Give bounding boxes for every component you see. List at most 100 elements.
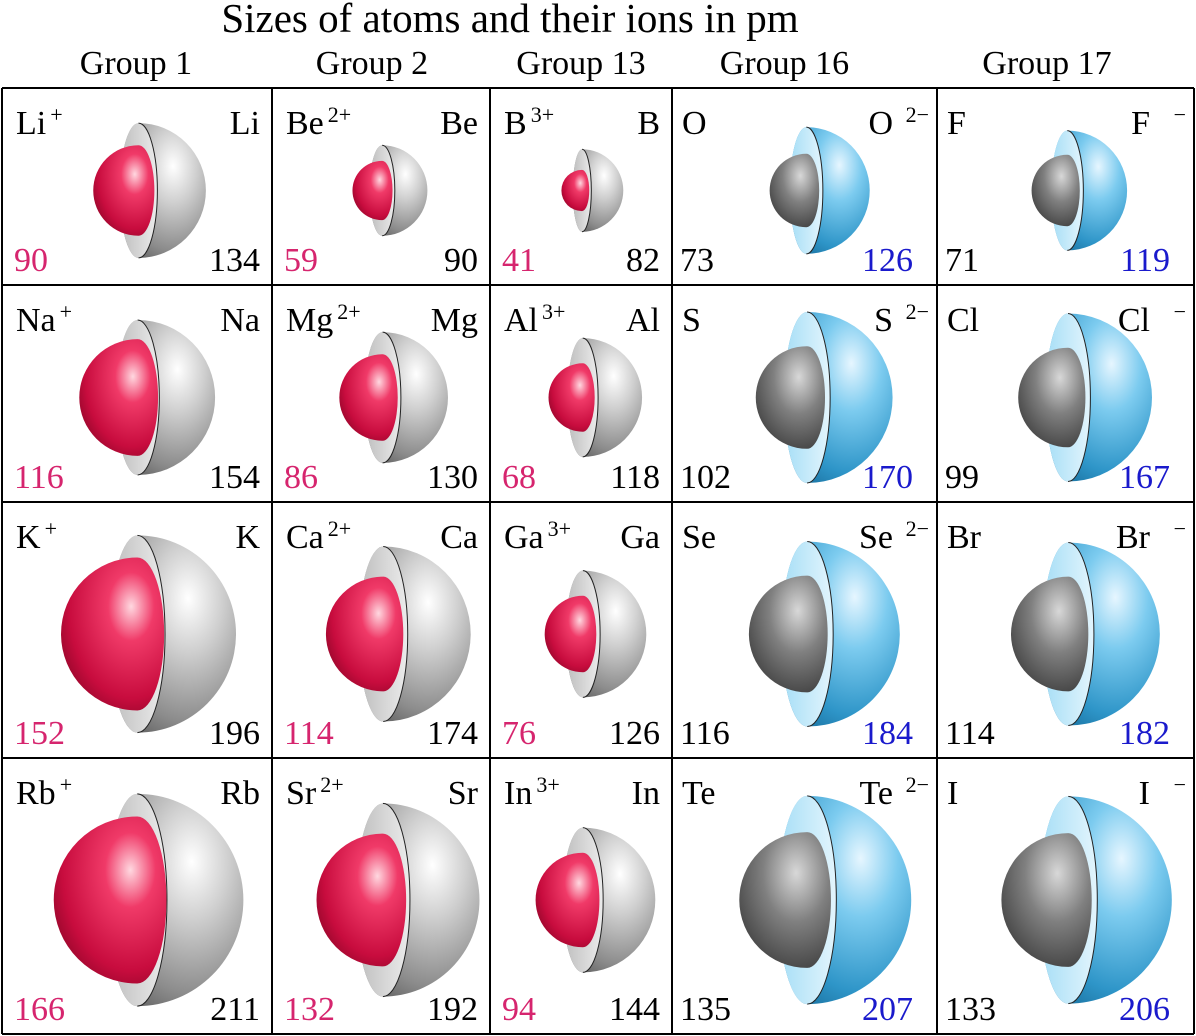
neutral-atom-sphere bbox=[1001, 833, 1092, 967]
cation-sphere bbox=[93, 145, 155, 236]
cation-sphere bbox=[535, 852, 600, 948]
atom-symbol: Ga bbox=[620, 519, 660, 556]
cation-symbol: Na + bbox=[16, 299, 72, 339]
atom-radius: 211 bbox=[210, 991, 260, 1028]
cut-edge bbox=[807, 311, 831, 484]
anion-symbol: S bbox=[874, 302, 893, 339]
anion-radius: 207 bbox=[862, 991, 913, 1028]
atom-radius: 174 bbox=[427, 715, 478, 752]
neutral-atom-sphere bbox=[769, 153, 820, 228]
anion-charge: − bbox=[1174, 772, 1186, 797]
cut-edge bbox=[382, 144, 396, 237]
atom-symbol: K bbox=[235, 519, 260, 556]
cation-sphere bbox=[544, 595, 597, 673]
anion-radius: 182 bbox=[1119, 715, 1170, 752]
cut-edge bbox=[138, 122, 158, 259]
atom-radius: 130 bbox=[427, 459, 478, 496]
group-16-header: Group 16 bbox=[719, 45, 850, 82]
anion-symbol: Te bbox=[860, 775, 894, 812]
cation-radius: 114 bbox=[284, 715, 334, 752]
cation-radius: 94 bbox=[502, 991, 536, 1028]
cation-radius: 41 bbox=[502, 242, 536, 279]
atom-radius: 134 bbox=[209, 242, 260, 279]
atom-symbol: Mg bbox=[431, 302, 478, 339]
atom-symbol: Cl bbox=[947, 302, 979, 339]
atom-radius: 114 bbox=[945, 715, 995, 752]
atom-symbol: Br bbox=[947, 519, 982, 556]
cation-radius: 90 bbox=[14, 242, 48, 279]
anion-charge: 2− bbox=[906, 299, 929, 324]
cation-symbol: K + bbox=[16, 516, 57, 556]
page-title: Sizes of atoms and their ions in pm bbox=[221, 0, 799, 41]
group-1-header: Group 1 bbox=[79, 45, 193, 82]
cation-radius: 116 bbox=[14, 459, 64, 496]
cation-symbol: Li + bbox=[16, 102, 63, 142]
cut-edge bbox=[382, 331, 402, 464]
atom-symbol: S bbox=[682, 302, 701, 339]
cation-sphere bbox=[325, 576, 404, 692]
anion-radius: 126 bbox=[862, 242, 913, 279]
cut-edge bbox=[1067, 130, 1084, 251]
cation-symbol: Ca 2+ bbox=[286, 516, 351, 556]
anion-symbol: O bbox=[868, 105, 893, 142]
cation-radius: 59 bbox=[284, 242, 318, 279]
neutral-atom-sphere bbox=[1031, 154, 1080, 227]
cation-radius: 132 bbox=[284, 991, 335, 1028]
atom-radius: 90 bbox=[444, 242, 478, 279]
anion-charge: 2− bbox=[906, 102, 929, 127]
atom-symbol: O bbox=[682, 105, 707, 142]
cation-symbol: In 3+ bbox=[504, 772, 560, 812]
atom-radius: 133 bbox=[945, 991, 996, 1028]
anion-radius: 170 bbox=[862, 459, 913, 496]
atom-symbol: Al bbox=[626, 302, 660, 339]
atom-symbol: Na bbox=[220, 302, 260, 339]
anion-charge: − bbox=[1174, 516, 1186, 541]
anion-radius: 167 bbox=[1119, 459, 1170, 496]
cation-sphere bbox=[53, 816, 167, 984]
cut-edge bbox=[137, 534, 166, 734]
cation-symbol: Sr 2+ bbox=[286, 772, 344, 812]
anion-charge: 2− bbox=[906, 772, 929, 797]
cation-symbol: Be 2+ bbox=[286, 102, 351, 142]
atom-symbol: Sr bbox=[448, 775, 479, 812]
atom-symbol: Li bbox=[230, 105, 260, 142]
anion-charge: − bbox=[1174, 102, 1186, 127]
atom-radius: 99 bbox=[945, 459, 979, 496]
anion-radius: 206 bbox=[1119, 991, 1170, 1028]
atom-symbol: Se bbox=[682, 519, 716, 556]
cut-edge bbox=[137, 793, 168, 1007]
atom-symbol: I bbox=[947, 775, 958, 812]
atom-symbol: Rb bbox=[220, 775, 260, 812]
atom-radius: 71 bbox=[945, 242, 979, 279]
anion-symbol: F bbox=[1131, 105, 1150, 142]
neutral-atom-sphere bbox=[1010, 576, 1089, 692]
atom-radius: 154 bbox=[209, 459, 260, 496]
atom-radius: 196 bbox=[209, 715, 260, 752]
cut-edge bbox=[581, 148, 592, 233]
anion-charge: − bbox=[1174, 299, 1186, 324]
atom-symbol: Be bbox=[440, 105, 478, 142]
atom-radius: 192 bbox=[427, 991, 478, 1028]
cation-radius: 166 bbox=[14, 991, 65, 1028]
atom-radius: 102 bbox=[680, 459, 731, 496]
neutral-atom-sphere bbox=[1018, 347, 1086, 448]
cation-sphere bbox=[61, 557, 165, 711]
anion-charge: 2− bbox=[906, 516, 929, 541]
cut-edge bbox=[582, 337, 599, 458]
cation-symbol: B 3+ bbox=[504, 102, 554, 142]
anion-symbol: I bbox=[1139, 775, 1150, 812]
neutral-atom-sphere bbox=[748, 575, 828, 693]
atom-symbol: Te bbox=[682, 775, 716, 812]
atom-radius: 135 bbox=[680, 991, 731, 1028]
cation-symbol: Mg 2+ bbox=[286, 299, 361, 339]
cation-sphere bbox=[79, 339, 159, 456]
atom-radius: 144 bbox=[609, 991, 660, 1028]
cut-edge bbox=[582, 827, 604, 973]
cut-edge bbox=[382, 802, 411, 998]
atom-radius: 116 bbox=[680, 715, 730, 752]
cut-edge bbox=[383, 545, 409, 723]
cut-edge bbox=[806, 126, 824, 255]
anion-symbol: Br bbox=[1116, 519, 1151, 556]
atom-symbol: B bbox=[637, 105, 660, 142]
